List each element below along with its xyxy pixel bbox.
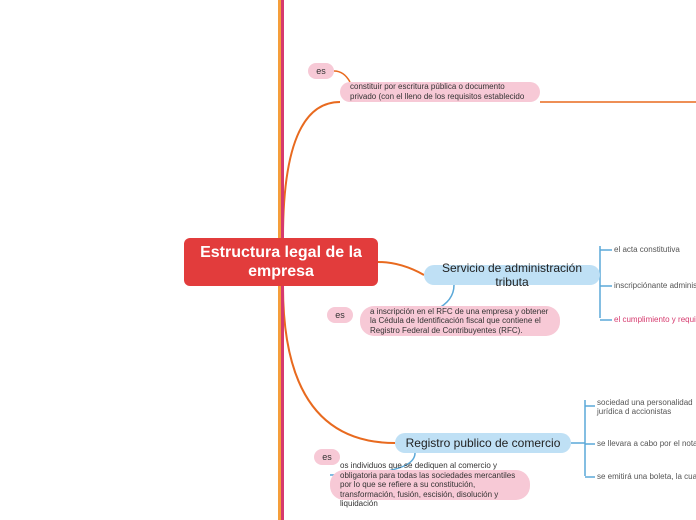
top-description-text: constituir por escritura pública o docum… — [350, 82, 530, 101]
es-pill-top[interactable]: es — [308, 63, 334, 79]
branch-commerce-registry[interactable]: Registro publico de comercio — [395, 433, 571, 453]
leaf-inscripcion-admin[interactable]: inscripciónante administr — [614, 281, 696, 290]
branch-tax-admin-label: Servicio de administración tributa — [434, 261, 590, 290]
root-node[interactable]: Estructura legal de la empresa — [184, 238, 378, 286]
leaf-acta-constitutiva[interactable]: el acta constitutiva — [614, 245, 680, 254]
es-label: es — [322, 452, 332, 463]
leaf-boleta[interactable]: se emitirá una boleta, la cual se — [597, 472, 696, 481]
top-description[interactable]: constituir por escritura pública o docum… — [340, 82, 540, 102]
branch2-description[interactable]: os individuos que se dediquen al comerci… — [330, 470, 530, 500]
branch1-description-text: a inscripción en el RFC de una empresa y… — [370, 307, 550, 336]
branch1-description[interactable]: a inscripción en el RFC de una empresa y… — [360, 306, 560, 336]
branch-tax-admin[interactable]: Servicio de administración tributa — [424, 265, 600, 285]
leaf-cumplimiento[interactable]: el cumplimiento y requisito pa — [614, 315, 696, 324]
branch-commerce-registry-label: Registro publico de comercio — [406, 436, 561, 450]
leaf-personalidad-juridica[interactable]: sociedad una personalidad jurídica d acc… — [597, 398, 696, 416]
leaf-notario[interactable]: se llevara a cabo por el nota — [597, 439, 696, 448]
root-label: Estructura legal de la empresa — [194, 243, 368, 281]
es-pill-bot[interactable]: es — [314, 449, 340, 465]
es-label: es — [335, 310, 345, 321]
es-label: es — [316, 66, 326, 77]
es-pill-mid[interactable]: es — [327, 307, 353, 323]
mindmap-canvas: Estructura legal de la empresa es consti… — [0, 0, 696, 520]
branch2-description-text: os individuos que se dediquen al comerci… — [340, 461, 520, 509]
